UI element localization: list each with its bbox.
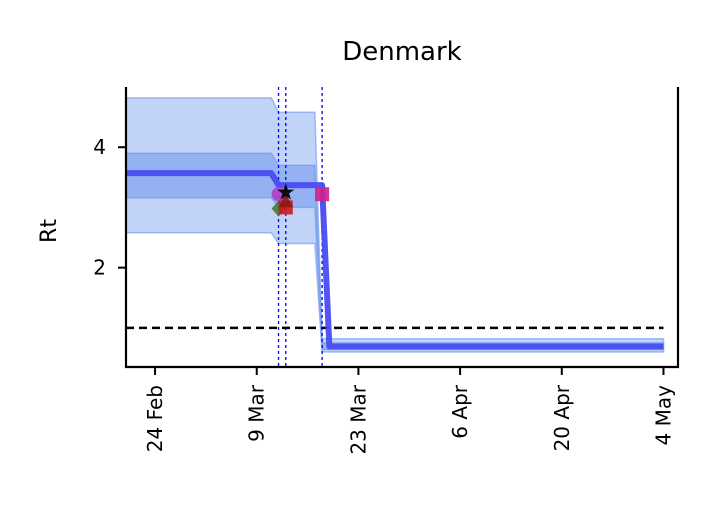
line-rt-median <box>126 170 664 350</box>
band-ci-95 <box>125 97 665 353</box>
y-tick-label: 4 <box>93 135 106 159</box>
axes-frame <box>124 87 680 369</box>
chart-title: Denmark <box>342 37 462 67</box>
y-axis-label: Rt <box>37 219 62 243</box>
x-tick-label: 24 Feb <box>143 385 167 452</box>
x-tick-label: 20 Apr <box>550 384 574 451</box>
marker-triangle <box>278 193 293 208</box>
plot-area <box>125 87 665 367</box>
x-tick-label: 23 Mar <box>346 384 370 454</box>
x-tick-label: 6 Apr <box>448 384 472 438</box>
marker-square <box>315 187 330 202</box>
axes: 2 4 24 Feb 9 Mar 23 Mar 6 Apr 20 Apr 4 May <box>93 87 680 455</box>
marker-star <box>277 183 295 200</box>
x-tick-label: 9 Mar <box>245 384 269 442</box>
band-ci-50 <box>125 152 665 351</box>
x-tick-label: 4 May <box>651 385 675 446</box>
y-tick-label: 2 <box>93 256 106 280</box>
